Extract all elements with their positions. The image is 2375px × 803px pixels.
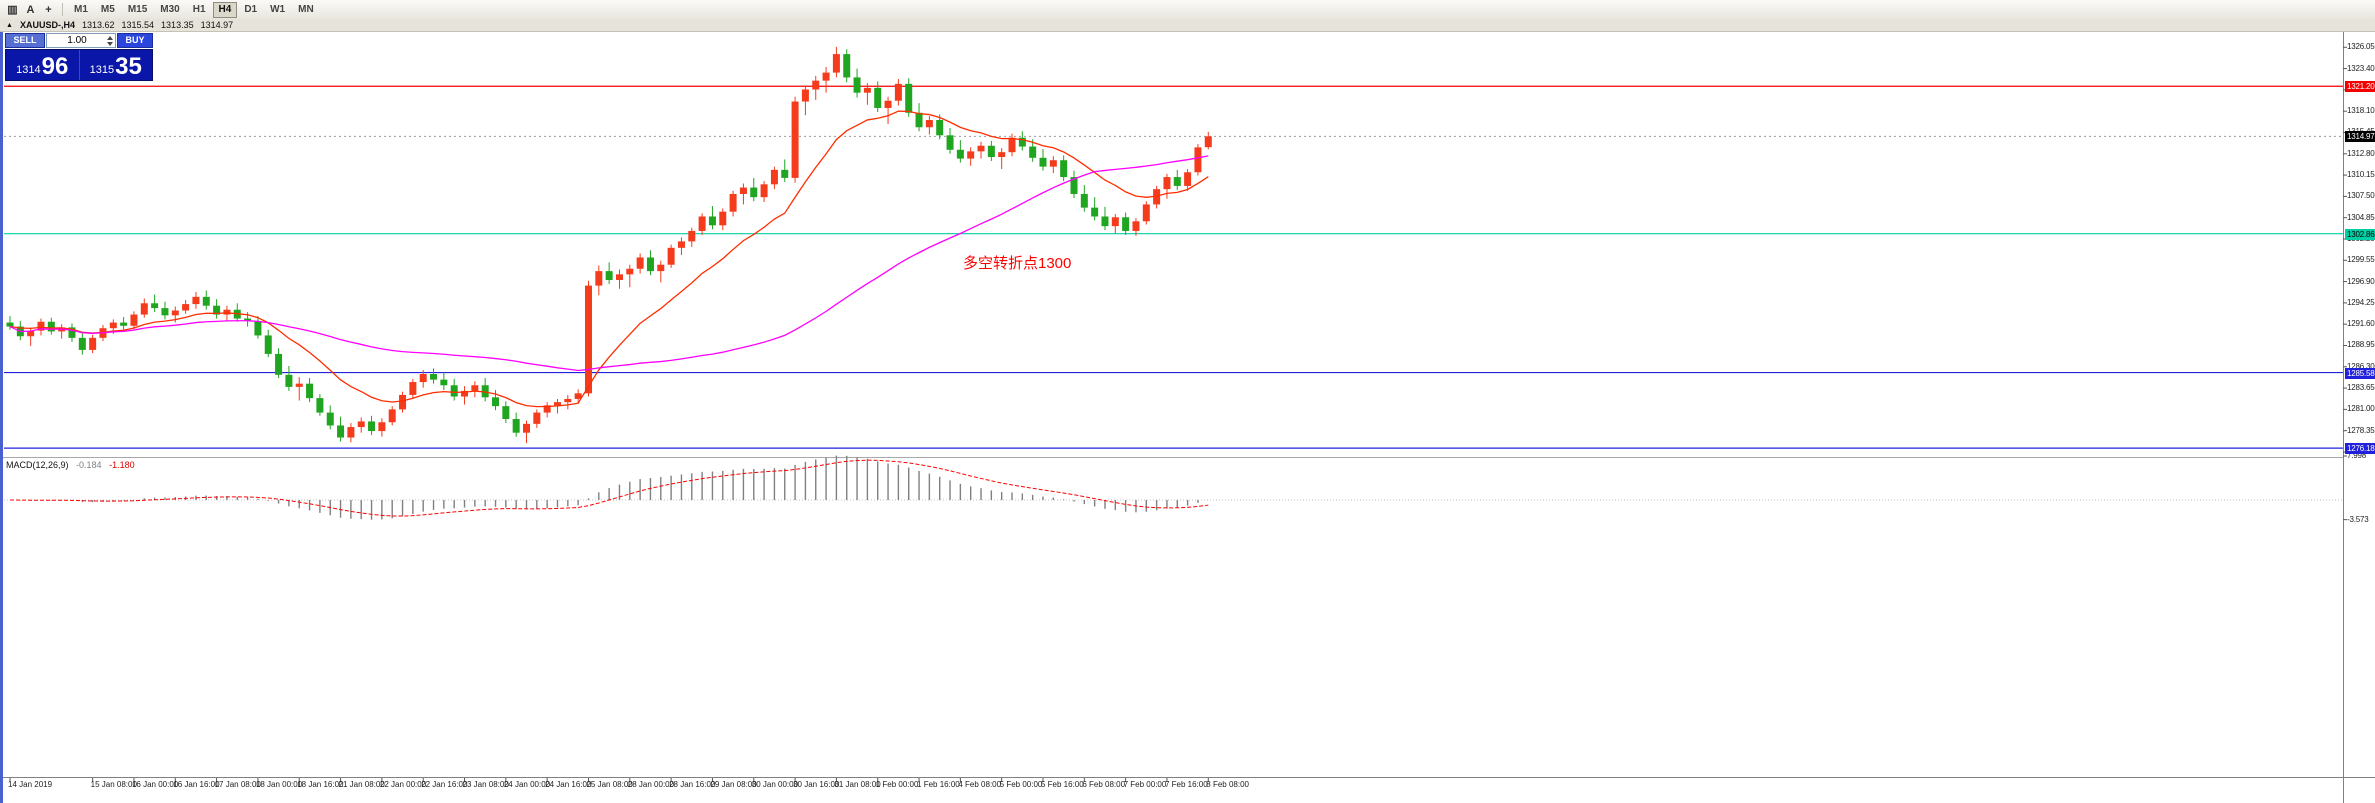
tf-button-m30[interactable]: M30 [154,2,185,18]
time-axis-label: 30 Jan 16:00 [793,780,840,789]
price-tick-label: 1283.65 [2347,383,2375,393]
price-tick-label: 1286.30 [2347,361,2375,371]
time-axis-label: 8 Feb 08:00 [1206,780,1249,789]
hline-price-label: 1302.86 [2345,228,2375,240]
time-axis-label: 1 Feb 00:00 [875,780,919,789]
price-tick-label: 1323.40 [2347,63,2375,73]
time-axis-label: 18 Jan 16:00 [297,780,344,789]
price-tick-label: 1294.25 [2347,297,2375,307]
buy-price-button[interactable]: 1315 35 [80,50,153,80]
macd-value: -0.184 [76,460,102,470]
time-axis-label: 24 Jan 00:00 [503,780,551,789]
volume-increase-icon[interactable] [107,35,113,40]
volume-spin-buttons[interactable] [107,35,115,46]
time-axis-label: 29 Jan 08:00 [710,780,757,789]
buy-price-pips: 35 [115,53,142,80]
tf-button-h4[interactable]: H4 [212,1,238,18]
time-axis-label: 4 Feb 08:00 [958,780,1002,789]
time-axis-label: 17 Jan 08:00 [214,780,261,789]
ohlc-close: 1314.97 [200,20,234,30]
macd-tick-label: 7.998 [2347,451,2367,460]
chart-title-strip: ▲ XAUUSD-,H4 1313.62 1315.54 1313.35 131… [0,19,2375,32]
buy-price-main: 1315 [89,64,115,76]
time-axis-label: 28 Jan 16:00 [669,780,716,789]
time-axis-label: 22 Jan 16:00 [421,780,468,789]
macd-title: MACD(12,26,9) [6,460,69,470]
tf-button-mn[interactable]: MN [292,2,320,18]
sell-button[interactable]: SELL [5,33,45,48]
time-axis-label: 5 Feb 00:00 [999,780,1043,789]
time-axis-label: 18 Jan 00:00 [255,780,303,789]
hline-price-label: 1285.58 [2345,367,2375,379]
ohlc-low: 1313.35 [161,20,194,30]
toolbar-separator [62,3,63,16]
time-axis-label: 7 Feb 00:00 [1123,780,1167,789]
time-axis-label: 24 Jan 16:00 [545,780,592,789]
price-tick-label: 1296.90 [2347,276,2375,286]
volume-value: 1.00 [67,35,87,46]
volume-decrease-icon[interactable] [107,41,113,46]
tf-button-d1[interactable]: D1 [238,2,263,18]
ohlc-high: 1315.54 [121,20,155,30]
time-axis-label: 5 Feb 16:00 [1041,780,1084,789]
symbol-period-title: XAUUSD-,H4 [19,20,75,30]
time-axis-label: 21 Jan 08:00 [338,780,385,789]
one-click-trading-panel: SELL 1.00 BUY 1314 96 1315 35 [5,33,153,81]
time-axis-label: 7 Feb 16:00 [1164,780,1208,789]
current-price-label: 1314.97 [2345,131,2375,143]
volume-stepper[interactable]: 1.00 [46,33,116,48]
tf-button-w1[interactable]: W1 [264,2,291,18]
time-axis-label: 23 Jan 08:00 [462,780,509,789]
price-tick-label: 1312.80 [2347,148,2375,158]
time-axis-label: 14 Jan 2019 [8,780,53,789]
text-tool-icon[interactable]: A [26,3,35,16]
price-tick-label: 1299.55 [2347,255,2375,265]
buy-button[interactable]: BUY [117,33,153,48]
bid-ask-display: 1314 96 1315 35 [5,49,153,81]
time-axis-label: 6 Feb 08:00 [1082,780,1126,789]
window-frame-left [0,31,3,803]
price-tick-label: 1281.00 [2347,404,2375,414]
tf-button-m15[interactable]: M15 [122,2,153,18]
time-axis-label: 22 Jan 00:00 [379,780,427,789]
tf-button-m5[interactable]: M5 [95,2,121,18]
macd-tick-label: -3.573 [2347,514,2369,524]
hline-price-label: 1276.18 [2345,443,2375,455]
sell-price-pips: 96 [41,53,69,80]
tf-button-h1[interactable]: H1 [187,2,212,18]
price-tick-label: 1318.10 [2347,106,2375,116]
time-axis-label: 16 Jan 16:00 [173,780,220,789]
trend-annotation: 多空转折点1300 [963,255,1072,272]
time-axis-label: 30 Jan 00:00 [751,780,799,789]
time-axis-label: 16 Jan 00:00 [131,780,179,789]
trade-controls-row: SELL 1.00 BUY [5,33,153,48]
price-tick-label: 1288.95 [2347,340,2375,350]
sell-price-main: 1314 [16,64,41,76]
price-tick-label: 1291.60 [2347,319,2375,329]
time-axis-label: 31 Jan 08:00 [834,780,881,789]
ohlc-open: 1313.62 [81,20,115,30]
sell-price-button[interactable]: 1314 96 [6,50,79,80]
hline-price-label: 1321.20 [2345,81,2375,93]
time-axis-label: 25 Jan 08:00 [586,780,633,789]
price-tick-label: 1326.05 [2347,42,2375,52]
price-tick-label: 1304.85 [2347,212,2375,222]
price-tick-label: 1310.15 [2347,170,2375,180]
chart-icon[interactable]: ▥ [7,4,18,16]
time-axis-label: 1 Feb 16:00 [917,780,960,789]
macd-indicator-header: MACD(12,26,9) -0.184 -1.180 [6,460,135,470]
main-toolbar: ▥ A + M1 M5 M15 M30 H1 H4 D1 W1 MN [0,0,2375,20]
time-axis-label: 15 Jan 08:00 [90,780,137,789]
price-tick-label: 1278.35 [2347,425,2375,435]
price-divider [78,50,80,80]
window-menu-icon[interactable]: ▲ [6,21,13,29]
macd-signal-value: -1.180 [109,460,135,470]
crosshair-icon[interactable]: + [45,3,52,16]
price-tick-label: 1307.50 [2347,191,2375,201]
tf-button-m1[interactable]: M1 [68,2,94,18]
time-axis-label: 28 Jan 00:00 [627,780,675,789]
